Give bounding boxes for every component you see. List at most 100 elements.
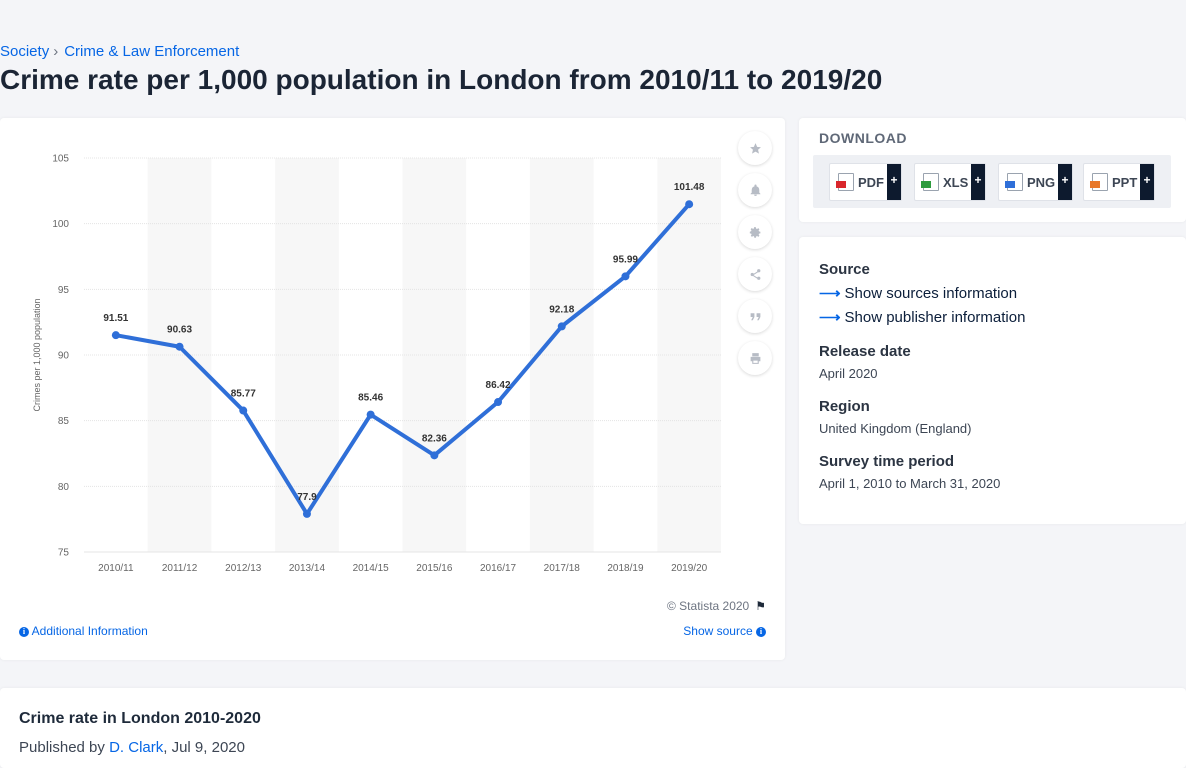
download-ppt-label: PPT: [1112, 174, 1138, 190]
y-tick-label: 75: [58, 548, 70, 559]
quote-icon: [750, 312, 760, 320]
y-tick-label: 85: [58, 416, 70, 427]
download-heading: DOWNLOAD: [819, 130, 907, 146]
y-tick-label: 95: [58, 285, 70, 296]
data-point: [557, 322, 566, 331]
breadcrumb: Society › Crime & Law Enforcement: [0, 43, 239, 60]
statistic-info-card: Source ⟶ Show sources information ⟶ Show p…: [799, 237, 1186, 524]
info-icon: i: [756, 626, 766, 637]
data-point: [621, 272, 630, 281]
data-point: [239, 406, 248, 415]
data-point: [111, 331, 120, 340]
data-label: 82.36: [422, 433, 447, 444]
x-tick-label: 2017/18: [544, 563, 581, 574]
bell-icon: [750, 184, 760, 196]
pdf-file-icon: [836, 173, 854, 191]
info-icon: i: [19, 626, 29, 637]
y-axis-label: Crimes per 1,000 population: [32, 298, 42, 411]
data-label: 85.46: [358, 393, 383, 404]
additional-information-label: Additional Information: [31, 624, 148, 638]
data-point: [685, 200, 694, 209]
show-publisher-label: Show publisher information: [844, 309, 1026, 326]
published-by-label: Published by: [19, 739, 105, 756]
favorite-button[interactable]: [738, 131, 772, 165]
release-date-label: Release date: [819, 343, 911, 360]
data-label: 101.48: [674, 182, 705, 193]
x-tick-label: 2015/16: [416, 563, 453, 574]
show-sources-link[interactable]: ⟶ Show sources information: [819, 284, 1017, 302]
region-label: Region: [819, 398, 870, 415]
show-source-label: Show source: [683, 624, 753, 638]
data-label: 95.99: [613, 254, 638, 265]
additional-information-link[interactable]: i Additional Information: [19, 624, 148, 638]
y-tick-label: 105: [52, 154, 69, 165]
line-chart: 75 80 85 90 95 100 105 2010/11 2011/12 2012/13 201…: [32, 154, 721, 574]
print-button[interactable]: [738, 341, 772, 375]
xls-file-icon: [921, 173, 939, 191]
arrow-right-icon: ⟶: [819, 285, 841, 302]
download-png-plus[interactable]: +: [1058, 164, 1072, 200]
notification-button[interactable]: [738, 173, 772, 207]
flag-icon[interactable]: ⚑: [755, 599, 766, 613]
x-tick-label: 2019/20: [671, 563, 708, 574]
download-pdf-plus[interactable]: +: [887, 164, 901, 200]
ppt-file-icon-tag: [1090, 181, 1100, 188]
show-source-link[interactable]: Show source i: [683, 624, 766, 638]
download-pdf-label: PDF: [858, 174, 884, 190]
data-point: [366, 410, 375, 419]
y-tick-label: 80: [58, 482, 70, 493]
source-label: Source: [819, 261, 870, 278]
publication-date: , Jul 9, 2020: [163, 739, 245, 756]
y-tick-label: 90: [58, 351, 70, 362]
download-pdf-button[interactable]: PDF +: [829, 163, 902, 201]
survey-period-label: Survey time period: [819, 453, 955, 470]
publication-title: Crime rate in London 2010-2020: [19, 710, 261, 727]
data-label: 90.63: [167, 325, 192, 336]
data-label: 86.42: [486, 380, 511, 391]
region-value: United Kingdom (England): [819, 421, 972, 436]
x-tick-label: 2010/11: [98, 563, 134, 574]
show-sources-label: Show sources information: [844, 285, 1018, 302]
gear-icon: [749, 226, 760, 238]
x-tick-label: 2018/19: [607, 563, 644, 574]
x-tick-label: 2014/15: [353, 563, 390, 574]
pdf-file-icon-tag: [836, 181, 846, 188]
data-point: [175, 342, 184, 351]
settings-button[interactable]: [738, 215, 772, 249]
copyright-text: © Statista 2020: [667, 599, 750, 613]
png-file-icon: [1005, 173, 1023, 191]
publication-line: Published by D. Clark, Jul 9, 2020: [19, 739, 245, 756]
download-png-label: PNG: [1027, 174, 1056, 190]
star-icon: [749, 142, 761, 154]
x-tick-label: 2016/17: [480, 563, 517, 574]
download-png-button[interactable]: PNG +: [998, 163, 1073, 201]
release-date-value: April 2020: [819, 366, 878, 381]
data-label: 85.77: [231, 389, 256, 400]
author-link[interactable]: D. Clark: [109, 739, 164, 756]
download-xls-plus[interactable]: +: [971, 164, 985, 200]
x-tick-label: 2012/13: [225, 563, 262, 574]
y-tick-label: 100: [52, 219, 69, 230]
data-label: 77.9: [297, 492, 317, 503]
page-title: Crime rate per 1,000 population in Londo…: [0, 64, 883, 95]
series-line: [113, 202, 692, 516]
download-xls-label: XLS: [943, 174, 969, 190]
breadcrumb-crime-link[interactable]: Crime & Law Enforcement: [64, 43, 240, 60]
data-point: [430, 451, 439, 460]
show-publisher-link[interactable]: ⟶ Show publisher information: [819, 308, 1025, 326]
breadcrumb-society-link[interactable]: Society: [0, 43, 50, 60]
copyright: © Statista 2020 ⚑: [667, 599, 766, 613]
breadcrumb-separator: ›: [53, 43, 59, 60]
download-ppt-button[interactable]: PPT +: [1083, 163, 1155, 201]
data-point: [494, 398, 503, 407]
xls-file-icon-tag: [921, 181, 931, 188]
publication-card: Crime rate in London 2010-2020 Published…: [0, 688, 1186, 768]
x-tick-label: 2013/14: [289, 563, 326, 574]
share-button[interactable]: [738, 257, 772, 291]
download-card: DOWNLOAD PDF + XLS + PNG + PPT +: [799, 118, 1186, 222]
data-label: 92.18: [549, 304, 574, 315]
download-xls-button[interactable]: XLS +: [914, 163, 986, 201]
download-bar: PDF + XLS + PNG + PPT +: [813, 155, 1171, 208]
cite-button[interactable]: [738, 299, 772, 333]
download-ppt-plus[interactable]: +: [1140, 164, 1154, 200]
